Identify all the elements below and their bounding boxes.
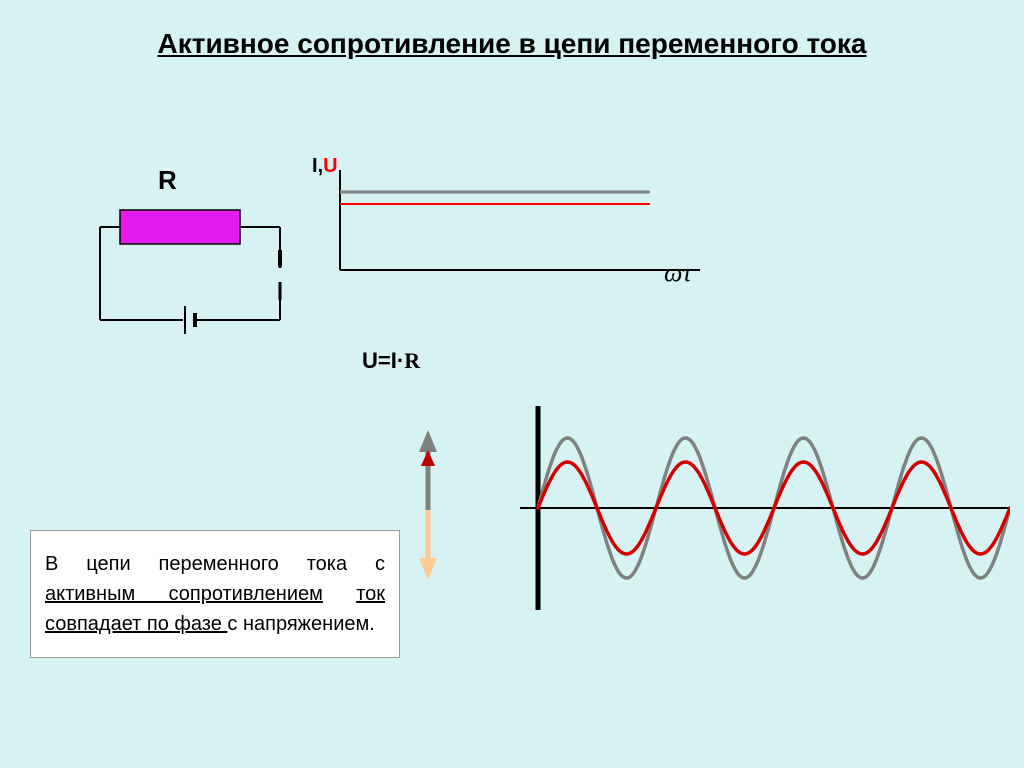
formula-prefix: U=I· <box>362 348 404 373</box>
formula-r: R <box>404 348 420 373</box>
ohms-law-formula: U=I·R <box>362 348 420 374</box>
phasor-diagram <box>330 170 710 300</box>
slide-title: Активное сопротивление в цепи переменног… <box>0 28 1024 60</box>
circuit-diagram <box>80 180 300 380</box>
phasor-svg <box>330 170 710 300</box>
explanation-note: В цепи переменного тока с активным сопро… <box>30 530 400 658</box>
note-text-2 <box>323 583 356 605</box>
arrow-svg <box>408 420 448 600</box>
note-text-1: В цепи переменного тока с <box>45 553 385 575</box>
note-underline-1: активным сопротивлением <box>45 583 323 605</box>
wave-svg <box>500 400 1010 620</box>
circuit-svg <box>80 180 300 380</box>
wave-diagram <box>500 400 1010 620</box>
note-text-3: с напряжением. <box>227 613 374 635</box>
vertical-arrows <box>408 420 448 600</box>
